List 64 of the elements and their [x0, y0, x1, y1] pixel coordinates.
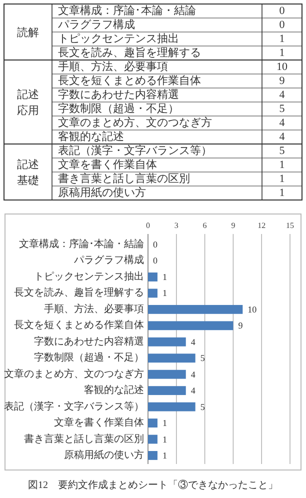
bar — [148, 337, 186, 346]
x-tick-label: 15 — [286, 221, 294, 230]
bar — [148, 451, 158, 460]
bar — [148, 272, 158, 282]
x-tick-label: 6 — [202, 221, 207, 230]
data-label: 5 — [279, 103, 286, 115]
data-label: 0 — [153, 240, 158, 250]
y-tick-label: 書き言葉と話し言葉の区別 — [24, 432, 144, 445]
data-label: 1 — [279, 159, 285, 171]
y-tick-label: 手順、方法、必要事項 — [44, 302, 144, 315]
data-label: 1 — [162, 288, 167, 298]
y-tick-label: 表記（漢字・文字バランス等） — [4, 400, 144, 412]
bar — [148, 370, 186, 379]
data-label: 1 — [279, 33, 285, 45]
data-label: 1 — [279, 187, 285, 199]
text: 図12 要約文作成まとめシート「③できなかったこと」 — [28, 479, 278, 491]
y-tick-label: パラグラフ構成 — [73, 254, 144, 266]
data-label: 1 — [162, 450, 167, 460]
data-label: 1 — [279, 47, 285, 59]
data-label: 10 — [276, 61, 288, 73]
data-label: 0 — [279, 5, 286, 17]
data-label: 4 — [279, 117, 286, 129]
bar — [148, 386, 186, 396]
data-label: 1 — [162, 418, 167, 428]
data-label: 1 — [162, 272, 167, 282]
data-label: 0 — [279, 19, 286, 31]
bar — [148, 354, 196, 363]
bar — [148, 304, 243, 314]
x-tick-label: 0 — [146, 221, 150, 230]
y-tick-label: 文章を書く作業自体 — [54, 416, 144, 429]
text: 記述基礎 — [17, 158, 39, 187]
bar — [148, 288, 158, 298]
data-label: 5 — [200, 353, 206, 364]
data-label: 4 — [279, 131, 286, 143]
x-tick-label: 3 — [174, 221, 178, 230]
y-tick-label: 文章構成：序論･本論・結論 — [19, 238, 144, 250]
y-tick-label: トピックセンテンス抽出 — [34, 270, 144, 282]
y-tick-label: 原稿用紙の使い方 — [64, 448, 144, 461]
y-tick-label: 字数にあわせた内容精選 — [34, 335, 144, 348]
y-tick-label: 客観的な記述 — [84, 384, 144, 396]
bar — [148, 434, 158, 444]
x-tick-label: 9 — [231, 221, 236, 230]
bar — [148, 418, 158, 428]
data-label: 9 — [279, 75, 286, 87]
data-label: 1 — [162, 434, 167, 444]
data-label: 4 — [190, 369, 196, 380]
y-tick-label: 字数制限（超過・不足） — [34, 352, 144, 364]
bar — [148, 402, 196, 412]
x-tick-label: 12 — [258, 221, 266, 230]
data-label: 10 — [248, 304, 258, 314]
data-label: 0 — [153, 256, 158, 266]
bar — [148, 321, 234, 330]
data-label: 1 — [279, 173, 285, 185]
data-label: 4 — [279, 89, 286, 101]
y-tick-label: 文章のまとめ方、文のつなぎ方 — [4, 368, 144, 380]
data-label: 5 — [279, 145, 286, 157]
y-tick-label: 長文を短くまとめる作業自体 — [14, 319, 144, 332]
data-label: 4 — [190, 386, 196, 396]
text: 記述応用 — [17, 88, 39, 117]
text: 読解 — [17, 26, 39, 39]
data-label: 9 — [238, 320, 244, 331]
data-label: 5 — [200, 402, 206, 412]
y-tick-label: 長文を読み、趣旨を理解する — [14, 286, 144, 299]
data-label: 4 — [190, 336, 196, 347]
